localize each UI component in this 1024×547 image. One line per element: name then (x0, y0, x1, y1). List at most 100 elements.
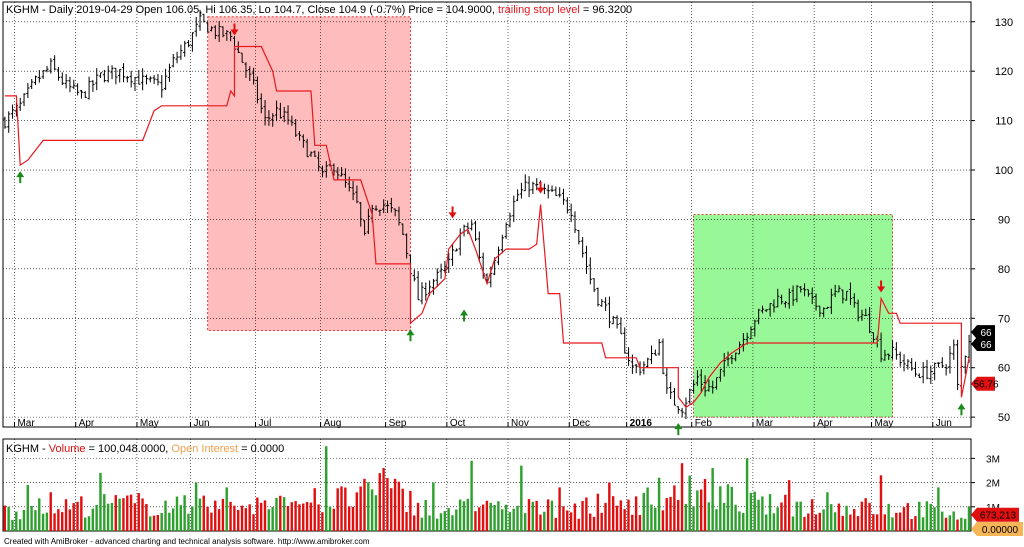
last-stop-tag-text: 56.76 (973, 380, 998, 391)
price-header-stop-label: trailing stop level (498, 4, 580, 16)
price-bar (76, 83, 80, 96)
volume-bar (294, 501, 297, 531)
price-bar (799, 286, 803, 293)
last-stop-tag-box (971, 376, 995, 391)
price-bar (183, 40, 187, 57)
volume-bar (152, 515, 156, 531)
open-interest-tag-box (971, 522, 1023, 536)
volume-bar (516, 505, 519, 531)
volume-bar (493, 505, 496, 531)
price-bar (894, 342, 898, 360)
price-bar (385, 200, 390, 214)
price-tick-label: 60 (998, 363, 1010, 375)
volume-bar (15, 511, 18, 531)
date-tick-label: Feb (695, 418, 713, 429)
volume-bar (810, 499, 814, 531)
volume-header-sep: - (39, 443, 49, 455)
volume-bar (145, 503, 148, 531)
open-interest-tag-text: 0.00000 (982, 525, 1019, 536)
price-bar (91, 80, 95, 92)
volume-bar (317, 504, 320, 531)
volume-bar (711, 468, 714, 531)
price-bar (121, 63, 126, 83)
price-bar (569, 203, 573, 223)
volume-bar (523, 513, 527, 531)
volume-bar (841, 515, 844, 531)
volume-bar (286, 505, 290, 531)
price-bar (98, 72, 103, 78)
volume-bar (585, 497, 588, 531)
volume-bar (799, 501, 802, 531)
price-bar (604, 297, 608, 312)
price-bar (956, 339, 960, 391)
price-bar (856, 299, 860, 322)
volume-bar (577, 518, 580, 531)
volume-bar (661, 510, 665, 531)
volume-bar (76, 501, 79, 531)
volume-bar (11, 519, 14, 531)
price-bar (431, 278, 436, 295)
price-bar (711, 380, 715, 394)
price-bar (925, 359, 929, 380)
price-bar (225, 30, 229, 41)
price-bar (244, 62, 248, 78)
volume-bar (252, 514, 255, 531)
price-bar (3, 116, 7, 129)
volume-bar (520, 465, 523, 531)
price-bar (688, 388, 692, 404)
price-bar (833, 284, 837, 298)
price-bar (313, 150, 317, 157)
price-bar (592, 278, 596, 293)
price-bar (558, 187, 562, 198)
price-bar (634, 363, 638, 374)
volume-bar (500, 509, 504, 531)
date-tick-label: Aug (324, 418, 342, 429)
volume-bar (53, 513, 56, 531)
price-bar (336, 167, 340, 180)
price-bar (267, 110, 271, 126)
price-bar (845, 290, 849, 301)
volume-bar (898, 512, 902, 531)
volume-bar (699, 489, 703, 531)
volume-header-label: Volume (49, 443, 86, 455)
volume-bar (489, 502, 492, 531)
volume-bar (654, 507, 657, 531)
price-bar (948, 346, 952, 374)
trailing-stop-line (4, 45, 970, 409)
price-bar (795, 285, 799, 303)
volume-bar (730, 486, 733, 531)
volume-tick-label: 2M (986, 479, 1000, 490)
date-tick-label: Jun (936, 418, 952, 429)
volume-bar (684, 504, 688, 531)
price-bar (129, 70, 133, 88)
volume-bar (581, 501, 584, 531)
volume-bar (7, 506, 10, 531)
volume-bar (164, 500, 167, 531)
volume-bar (474, 511, 477, 531)
month-gridlines (14, 2, 934, 427)
sell-arrow-head (230, 29, 239, 36)
price-bar (412, 269, 416, 282)
price-bar (852, 293, 856, 308)
volume-bar (940, 511, 944, 531)
volume-bar (443, 511, 447, 531)
price-bar (393, 208, 397, 217)
price-bar (764, 309, 768, 313)
volume-bar (757, 499, 760, 531)
volume-bar (638, 514, 642, 531)
volume-bar (106, 503, 110, 531)
price-bar (933, 362, 937, 381)
volume-bar (290, 502, 293, 531)
price-bar (351, 180, 355, 201)
price-bar (626, 347, 631, 366)
volume-bar (240, 505, 244, 531)
volume-bar (271, 507, 274, 531)
volume-bar (103, 494, 106, 531)
price-bar (248, 66, 252, 81)
price-bar (152, 75, 156, 84)
volume-bar (925, 501, 929, 531)
last-close-tag-text: 66 (980, 340, 992, 351)
volume-bar (321, 512, 324, 531)
volume-bar (554, 517, 557, 531)
volume-bar (734, 504, 737, 531)
